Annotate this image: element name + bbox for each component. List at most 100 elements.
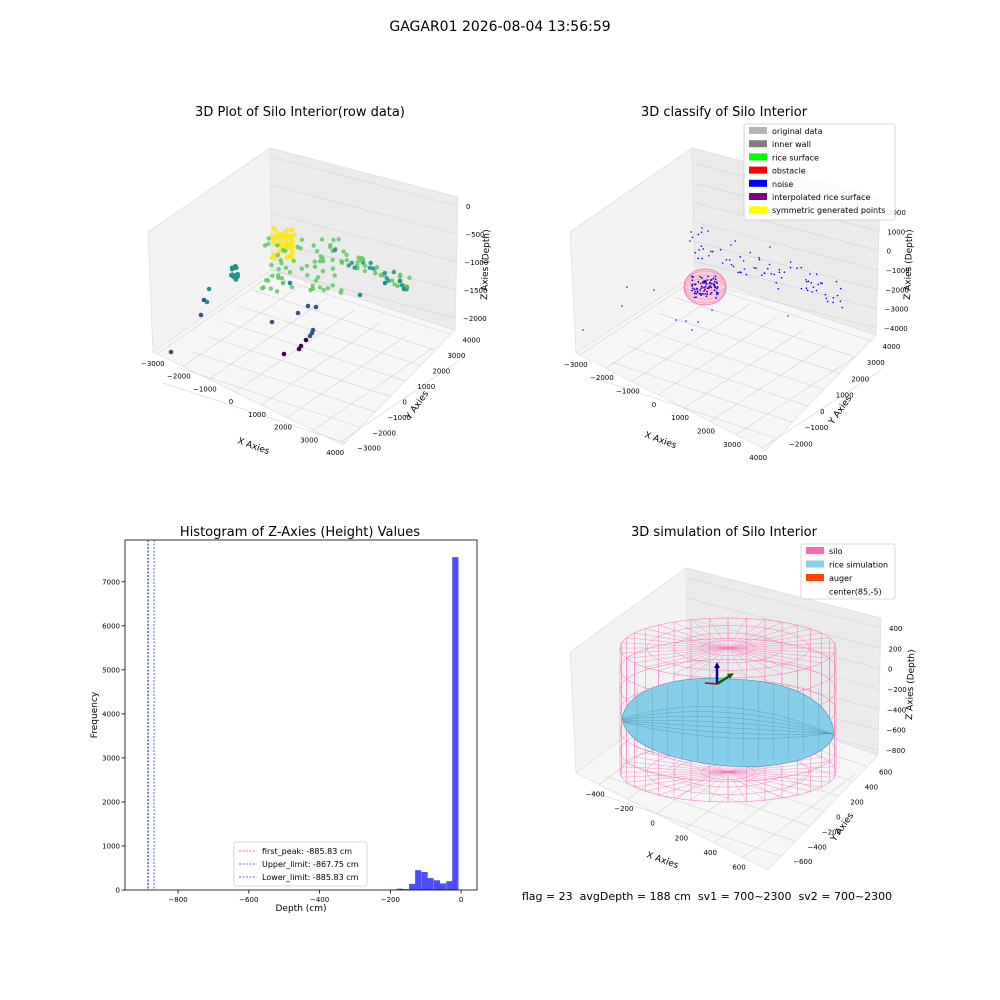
grid-line <box>339 360 459 444</box>
noise-point <box>691 287 694 290</box>
scatter-point <box>305 303 311 309</box>
scatter-point <box>198 312 204 318</box>
tick-label: −2000 <box>885 286 909 294</box>
grid-line <box>268 268 456 319</box>
noise-point <box>821 282 823 285</box>
interpolated-point <box>702 286 705 289</box>
silo-spoke <box>727 771 811 792</box>
tick-label: 200 <box>675 834 688 842</box>
scatter-point <box>311 243 316 248</box>
grid-line <box>605 775 796 842</box>
interpolated-point <box>710 291 713 294</box>
silo-spoke <box>727 647 783 675</box>
grid-line <box>267 274 451 335</box>
x-axis-label: Depth (cm) <box>275 904 326 914</box>
scatter-point <box>266 241 271 247</box>
noise-point <box>713 289 716 292</box>
silo-spoke <box>727 647 747 678</box>
tick-label: 2000 <box>697 427 715 435</box>
tick-label: 4000 <box>749 454 767 462</box>
panel-histogram: Histogram of Z-Axies (Height) Values −80… <box>90 525 478 914</box>
grid-line <box>260 322 381 406</box>
interpolated-point <box>709 279 712 282</box>
noise-point <box>745 273 748 276</box>
grid-line <box>611 361 793 423</box>
grid-line <box>686 618 881 669</box>
legend-swatch <box>749 127 767 134</box>
legend-label: symmetric generated points <box>772 206 885 215</box>
legend-label: original data <box>772 127 823 136</box>
noise-point <box>713 280 716 283</box>
interpolated-point <box>702 290 705 293</box>
scatter-point <box>312 264 318 269</box>
x-axis-label: X Axies <box>236 436 271 457</box>
silo-spoke <box>709 771 729 802</box>
noise-point <box>758 258 761 261</box>
scatter-point <box>321 287 326 293</box>
noise-point <box>740 271 742 274</box>
noise-point <box>621 305 623 307</box>
noise-point <box>706 287 709 290</box>
noise-point <box>713 284 716 287</box>
noise-point <box>702 292 704 295</box>
silo-spoke <box>727 771 766 801</box>
scatter-point <box>289 227 295 233</box>
grid-line <box>714 759 827 844</box>
scatter-point <box>389 278 395 283</box>
grid-line <box>286 335 407 418</box>
scatter-point <box>401 286 407 292</box>
noise-point <box>728 259 731 261</box>
noise-point <box>697 257 699 260</box>
tick-label: −600 <box>239 896 258 904</box>
noise-point <box>817 283 819 286</box>
noise-point <box>815 289 818 292</box>
noise-point <box>809 273 811 275</box>
z-axis-label: Z Axies (Depth) <box>903 229 915 300</box>
panel-raw-data: 3D Plot of Silo Interior(row data) −3000… <box>141 105 493 457</box>
legend-swatch <box>806 547 824 554</box>
tick-label: 0 <box>229 398 233 406</box>
tick-label: −2000 <box>789 441 813 449</box>
noise-point <box>734 240 737 242</box>
scatter-point <box>359 255 364 261</box>
tick-label: −2000 <box>167 373 191 381</box>
grid-line <box>693 221 879 271</box>
tick-label: −2000 <box>590 374 614 382</box>
noise-point <box>766 267 769 270</box>
grid-line <box>252 289 436 351</box>
noise-point <box>693 292 696 295</box>
noise-point <box>698 292 701 295</box>
noise-point <box>700 245 703 247</box>
noise-point <box>707 230 709 232</box>
noise-point <box>704 280 707 282</box>
noise-point <box>691 279 694 282</box>
tick-label: −3000 <box>885 306 909 314</box>
legend-label: interpolated rice surface <box>772 193 870 202</box>
scatter-point <box>382 280 388 286</box>
noise-point <box>832 296 835 299</box>
noise-point <box>714 275 717 278</box>
noise-point <box>719 248 722 251</box>
scatter-point <box>279 275 285 281</box>
silo-spoke <box>727 618 747 649</box>
scatter-point <box>295 310 301 316</box>
tick-label: 1000 <box>836 392 854 400</box>
histogram-bar <box>421 871 428 890</box>
scatter-point <box>313 304 319 310</box>
scatter-point <box>266 236 271 241</box>
noise-point <box>701 276 703 279</box>
scatter-point <box>378 273 384 278</box>
noise-point <box>800 266 803 269</box>
interpolated-point <box>709 286 712 289</box>
legend-label: center(85,-5) <box>829 588 882 597</box>
scatter-point <box>320 268 326 274</box>
noise-point <box>699 276 702 278</box>
scatter-point <box>304 263 310 269</box>
noise-point <box>582 329 584 331</box>
tick-label: 1000 <box>671 414 689 422</box>
noise-point <box>626 286 628 288</box>
scatter-point <box>204 299 210 305</box>
noise-point <box>836 294 839 297</box>
tick-label: −500 <box>465 231 484 239</box>
tick-label: 3000 <box>867 359 885 367</box>
